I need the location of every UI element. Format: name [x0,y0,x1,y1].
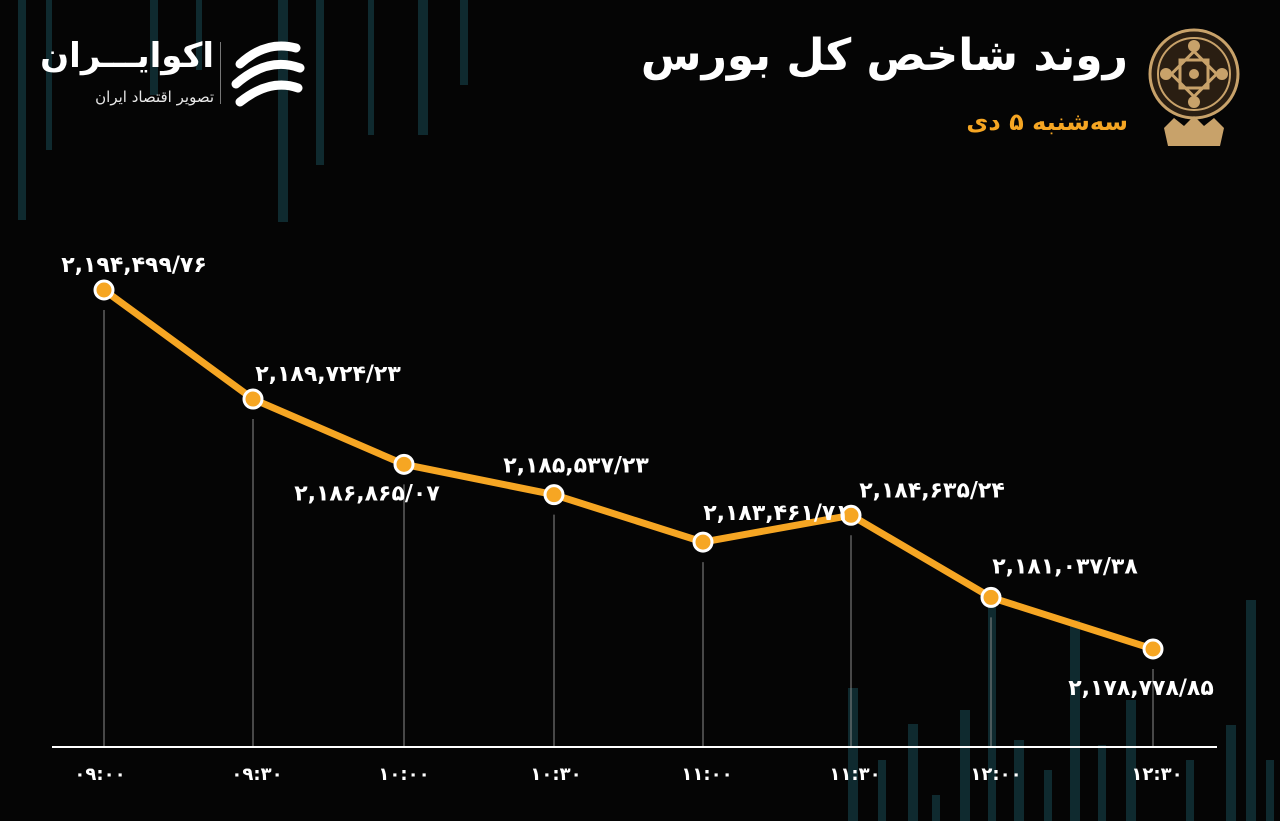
value-label-4: ۲,۱۸۳,۴۶۱/۷۱ [703,501,849,526]
value-label-6: ۲,۱۸۱,۰۳۷/۳۸ [992,554,1138,579]
data-point-2 [393,453,415,475]
data-point-4 [692,531,714,553]
chart-date: سه‌شنبه ۵ دی [966,108,1128,136]
data-point-0 [93,279,115,301]
value-label-0: ۲,۱۹۴,۴۹۹/۷۶ [61,253,207,278]
x-tick-label-6: ۱۲:۰۰ [970,764,1021,785]
data-point-1 [242,388,264,410]
data-point-6 [980,586,1002,608]
brand-tagline: تصویر اقتصاد ایران [95,88,214,106]
value-label-1: ۲,۱۸۹,۷۲۴/۲۳ [255,362,401,387]
data-point-5 [840,504,862,526]
chart-title: روند شاخص کل بورس [640,30,1128,81]
brand-name: اکوایـــران [40,36,214,76]
data-point-7 [1142,638,1164,660]
value-label-7: ۲,۱۷۸,۷۷۸/۸۵ [1068,676,1214,701]
x-tick-label-0: ۰۹:۰۰ [74,764,125,785]
value-label-3: ۲,۱۸۵,۵۳۷/۲۳ [503,454,649,479]
value-label-5: ۲,۱۸۴,۶۳۵/۲۴ [859,478,1005,503]
x-tick-label-3: ۱۰:۳۰ [530,764,581,785]
brand-logo-icon [231,41,305,107]
series-line [100,286,1157,653]
x-tick-label-1: ۰۹:۳۰ [231,764,282,785]
data-point-3 [543,484,565,506]
brand-divider [220,42,221,104]
x-tick-label-5: ۱۱:۳۰ [829,764,880,785]
x-tick-label-4: ۱۱:۰۰ [681,764,732,785]
stock-exchange-emblem-icon [1148,28,1240,146]
x-tick-label-7: ۱۲:۳۰ [1131,764,1182,785]
value-label-2: ۲,۱۸۶,۸۶۵/۰۷ [294,481,440,506]
x-tick-label-2: ۱۰:۰۰ [378,764,429,785]
